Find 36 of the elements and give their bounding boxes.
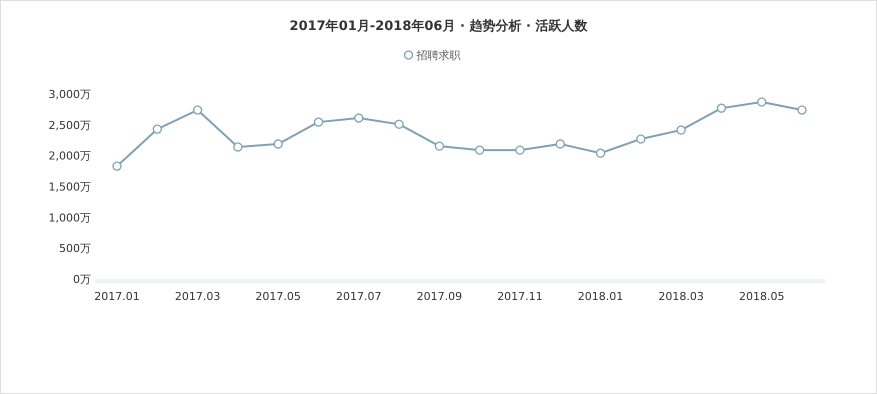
point xyxy=(716,104,726,113)
x-tick-label: 2018.03 xyxy=(658,290,704,303)
point xyxy=(112,162,122,171)
point xyxy=(394,120,404,129)
x-tick-label: 2018.01 xyxy=(578,290,624,303)
point xyxy=(233,142,243,152)
point xyxy=(636,134,646,144)
y-tick-label: 1,000万 xyxy=(48,211,91,224)
x-tick-label: 2017.03 xyxy=(174,290,220,303)
x-tick-label: 2017.05 xyxy=(255,290,301,303)
y-tick-label: 0万 xyxy=(73,273,91,286)
point xyxy=(474,145,484,155)
point xyxy=(515,145,525,155)
x-tick-label: 2017.07 xyxy=(336,290,382,303)
x-tick-label: 2017.01 xyxy=(94,290,140,303)
point xyxy=(354,113,364,123)
point xyxy=(434,141,444,151)
chart-title: 2017年01月-2018年06月 · 趋势分析 · 活跃人数 xyxy=(290,18,588,34)
y-tick-label: 500万 xyxy=(59,242,91,256)
point xyxy=(192,105,202,115)
x-tick-label: 2018.05 xyxy=(738,290,784,303)
y-tick-label: 2,000万 xyxy=(48,150,91,163)
y-tick-label: 1,500万 xyxy=(48,180,91,194)
point xyxy=(797,105,807,115)
point xyxy=(314,117,324,127)
legend-label: 招聘求职 xyxy=(416,49,460,62)
y-tick-label: 3,000万 xyxy=(48,88,91,101)
x-tick-label: 2017.09 xyxy=(416,290,462,303)
point xyxy=(757,97,766,107)
point xyxy=(274,139,283,149)
point xyxy=(676,125,686,135)
x-tick-label: 2017.11 xyxy=(497,290,543,303)
y-tick-label: 2,500万 xyxy=(48,118,91,132)
point xyxy=(152,124,162,134)
point xyxy=(556,139,565,149)
point xyxy=(596,148,606,158)
